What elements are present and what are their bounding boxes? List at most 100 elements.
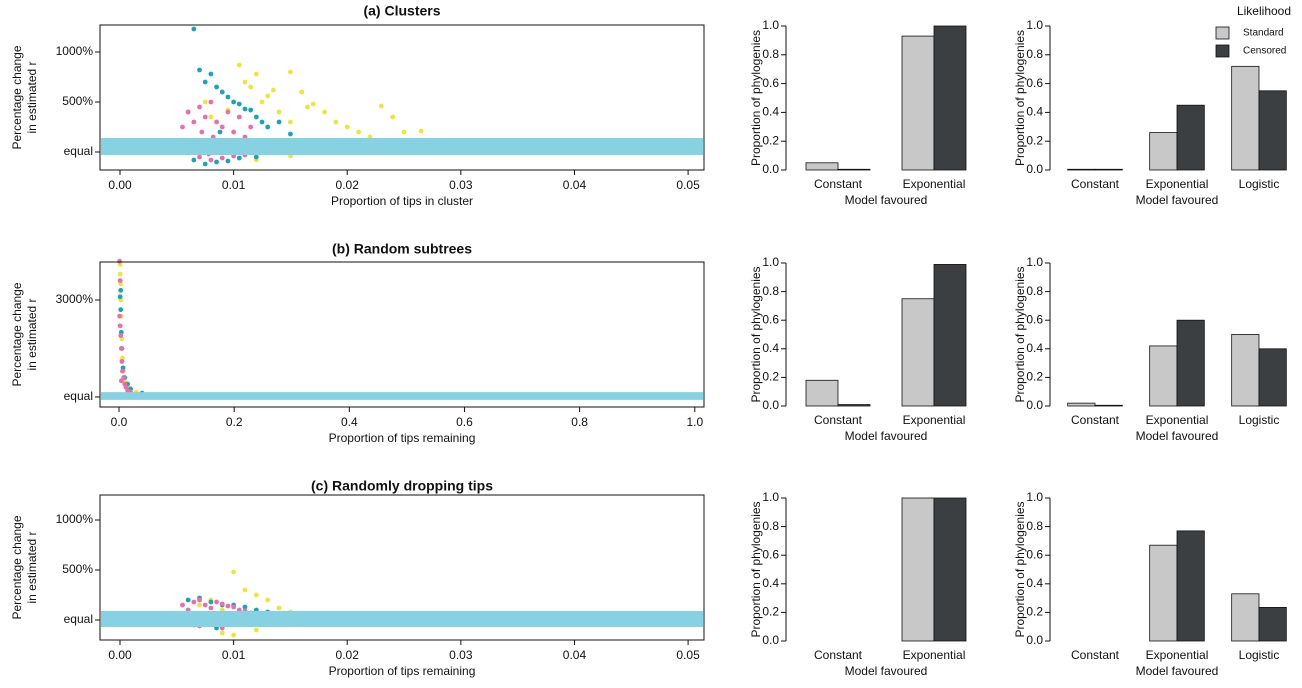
point [208, 71, 214, 77]
point [118, 346, 124, 351]
point [197, 67, 202, 73]
y-tick-label: 0.0 [762, 398, 779, 412]
bar [1149, 132, 1178, 171]
x-tick-label: Logistic [1239, 413, 1280, 427]
y-tick-label: 1000% [56, 44, 94, 58]
y-axis-label: Proportion of phylogenies [749, 501, 763, 637]
x-axis-label: Model favoured [845, 664, 928, 678]
point [202, 161, 208, 167]
x-tick-label: 0.04 [563, 178, 587, 192]
point [214, 599, 219, 605]
point [236, 101, 242, 107]
y-tick-label: 0.0 [1026, 633, 1043, 647]
point [191, 157, 197, 163]
point [208, 114, 214, 120]
x-tick-label: 0.03 [449, 178, 473, 192]
x-tick-label: Constant [814, 177, 863, 191]
point [118, 333, 124, 338]
point [236, 114, 242, 120]
x-tick-label: 0.05 [676, 178, 700, 192]
y-tick-label: equal [64, 612, 93, 626]
point [197, 104, 202, 110]
y-tick-label: 0.4 [762, 341, 779, 355]
plot-frame [99, 261, 705, 408]
y-tick-label: 1000% [56, 512, 94, 526]
point [231, 632, 237, 638]
bar [805, 162, 839, 171]
point [214, 159, 219, 165]
x-tick-label: 1.0 [686, 415, 703, 429]
bar [1258, 348, 1287, 407]
point [231, 604, 237, 610]
point [117, 294, 123, 300]
point [199, 129, 205, 135]
point [242, 604, 248, 610]
y-tick-label: 0.6 [762, 547, 779, 561]
bar [1258, 606, 1287, 642]
point [253, 114, 259, 120]
point [310, 101, 316, 107]
point [117, 313, 122, 319]
y-tick-label: 0.6 [762, 76, 779, 90]
x-tick-label: Exponential [903, 648, 966, 662]
point [253, 592, 259, 598]
point [288, 119, 293, 125]
point [225, 603, 231, 609]
point [288, 131, 293, 137]
point [180, 602, 185, 608]
y-tick-label: 1.0 [1026, 490, 1043, 504]
bar [1067, 402, 1096, 407]
bar [1176, 530, 1205, 642]
point [356, 129, 361, 135]
point [259, 119, 265, 125]
y-tick-label: 0.4 [762, 105, 779, 119]
x-axis-label: Model favoured [845, 193, 928, 207]
y-tick-label: 0.4 [1026, 105, 1043, 119]
point [120, 368, 125, 374]
bar [1149, 544, 1178, 642]
point [219, 630, 225, 636]
point [265, 597, 271, 603]
point [225, 109, 231, 115]
point [333, 119, 339, 125]
y-tick-label: 3000% [56, 292, 94, 306]
x-axis-label: Model favoured [1136, 429, 1219, 443]
y-tick-label: 0.8 [762, 284, 779, 298]
y-tick-label: 0.8 [1026, 47, 1043, 61]
point [202, 602, 208, 608]
x-tick-label: Logistic [1239, 177, 1280, 191]
y-axis-label: Proportion of phylogenies [1013, 30, 1027, 166]
bar [1176, 319, 1205, 407]
point [231, 569, 237, 575]
legend-title: Likelihood [1237, 4, 1291, 18]
legend-label: Censored [1243, 46, 1286, 57]
y-tick-label: 1.0 [762, 255, 779, 269]
point [208, 99, 214, 105]
y-tick-label: 0.2 [1026, 133, 1043, 147]
y-axis-label: Proportion of phylogenies [749, 266, 763, 402]
y-tick-label: 0.8 [762, 519, 779, 533]
legend-swatch [1215, 44, 1230, 58]
y-tick-label: 0.8 [762, 47, 779, 61]
point [305, 104, 310, 110]
x-tick-label: 0.4 [341, 415, 358, 429]
x-tick-label: Exponential [1146, 177, 1209, 191]
y-axis-label: Proportion of phylogenies [1013, 501, 1027, 637]
x-tick-label: Exponential [1146, 413, 1209, 427]
x-tick-label: 0.02 [336, 648, 360, 662]
y-axis-label: Percentage change [10, 45, 24, 149]
bar [837, 404, 871, 407]
y-tick-label: 0.8 [1026, 284, 1043, 298]
bar [1231, 593, 1260, 642]
point [217, 129, 223, 135]
x-tick-label: Constant [1071, 177, 1120, 191]
y-axis-label: in estimated r [25, 531, 39, 603]
point [180, 124, 185, 130]
point [231, 99, 237, 105]
point [208, 605, 214, 611]
y-tick-label: 0.0 [1026, 162, 1043, 176]
point [119, 359, 125, 364]
x-tick-label: 0.6 [456, 415, 473, 429]
bar [933, 25, 967, 171]
